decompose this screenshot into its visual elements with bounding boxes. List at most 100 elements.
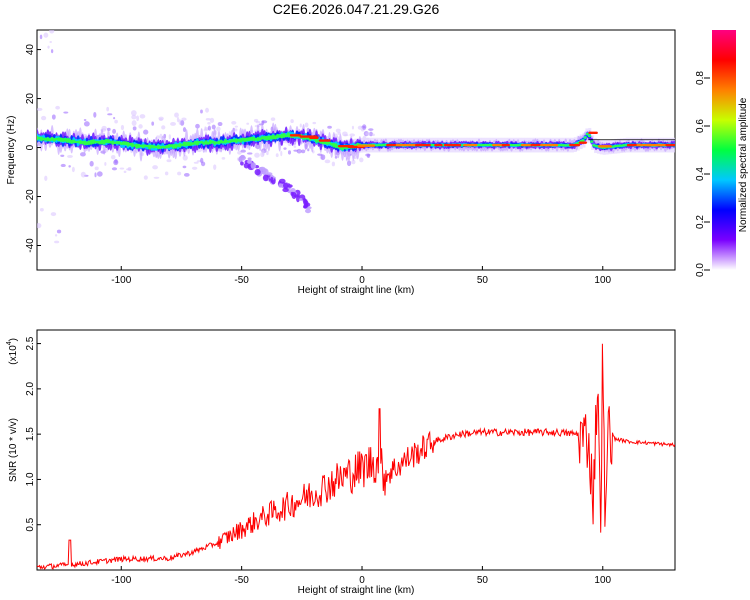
spectrogram-branch	[247, 159, 252, 164]
spectrogram-speck	[106, 106, 110, 112]
colorbar-tick-label: 0.8	[695, 71, 706, 85]
spectrogram-speck	[246, 122, 250, 125]
spectrogram-ridge	[282, 132, 286, 138]
spectrogram-speck	[89, 160, 94, 167]
y-tick-label: 2.0	[25, 381, 36, 395]
x-tick-label: -50	[234, 575, 249, 586]
spectrogram-speck	[110, 154, 116, 160]
snr-y-label: SNR (10 * v/v)	[8, 418, 19, 482]
y-tick-label: 0	[25, 144, 36, 150]
colorbar-tick-label: 0.6	[695, 119, 706, 133]
spectrogram-speck	[180, 120, 185, 126]
spectrogram-speck	[337, 132, 342, 135]
x-tick-label: 0	[359, 275, 365, 286]
y-tick-label: 20	[25, 93, 36, 105]
spectrogram-image	[37, 30, 675, 244]
spectrogram-x-label: Height of straight line (km)	[298, 285, 415, 296]
spectrogram-speck	[200, 157, 204, 164]
spectrogram-speck	[232, 127, 236, 133]
spectrogram-speck	[176, 117, 180, 123]
snr-y-ticks: 0.5 1.0 1.5 2.0 2.5	[25, 336, 41, 532]
spectrogram-speck	[300, 149, 306, 154]
spectrogram-ridge	[208, 139, 212, 145]
spectrogram-speck	[182, 155, 188, 161]
spectrogram-speck	[68, 165, 71, 168]
spectrogram-speck	[153, 176, 160, 179]
spectrogram-ridge	[252, 136, 256, 142]
x-tick-label: -100	[111, 275, 131, 286]
spectrogram-speck	[71, 166, 75, 173]
spectrogram-speck	[312, 121, 317, 125]
spectrogram-speck	[181, 117, 187, 121]
spectrogram-speck	[177, 171, 182, 176]
spectrogram-speck	[49, 40, 53, 44]
spectrogram-speck	[152, 165, 158, 170]
spectrogram-speck	[183, 172, 190, 177]
spectrogram-speck	[41, 115, 47, 121]
colorbar-gradient	[712, 30, 736, 270]
spectrogram-speck	[357, 125, 363, 130]
spectrogram-peak	[530, 143, 541, 147]
colorbar-tick-label: 0.2	[695, 215, 706, 229]
spectrogram-peak	[588, 131, 598, 135]
spectrogram-speck	[283, 147, 287, 150]
spectrogram-speck	[207, 125, 212, 131]
spectrogram-branch	[290, 191, 294, 196]
spectrogram-speck	[320, 154, 326, 161]
colorbar-tick-label: 0.0	[695, 263, 706, 277]
spectrogram-branch	[250, 162, 257, 169]
spectrogram-speck	[343, 134, 349, 137]
spectrogram-speck	[205, 117, 211, 121]
spectrogram-speck	[260, 151, 265, 158]
spectrogram-speck	[63, 111, 69, 114]
snr-multiplier-exp: 4	[6, 341, 13, 345]
spectrogram-speck	[107, 113, 113, 116]
x-tick-label: 100	[594, 275, 611, 286]
spectrogram-speck	[213, 164, 217, 170]
spectrogram-speck	[327, 125, 332, 129]
svg-text:(x104): (x104)	[6, 338, 19, 365]
spectrogram-ridge	[587, 135, 592, 138]
spectrogram-speck	[254, 152, 260, 158]
spectrogram-speck	[261, 120, 265, 125]
spectrogram-speck	[93, 111, 97, 118]
spectrogram-speck	[60, 154, 65, 157]
spectrogram-speck	[111, 167, 118, 171]
spectrogram-speck	[119, 167, 125, 170]
spectrogram-ridge	[325, 141, 329, 145]
spectrogram-branch	[270, 176, 274, 183]
spectrogram-speck	[317, 153, 323, 156]
spectrogram-speck	[290, 119, 294, 124]
spectrogram-speck	[174, 112, 179, 118]
spectrogram-speck	[113, 117, 116, 120]
spectrogram-branch	[258, 167, 264, 171]
spectrogram-speck	[104, 162, 107, 166]
spectrogram-speck	[130, 110, 137, 116]
spectrogram-speck	[365, 153, 371, 157]
spectrogram-speck	[293, 149, 299, 152]
spectrogram-speck	[114, 119, 118, 124]
spectrogram-speck	[50, 212, 57, 217]
spectrogram-speck	[112, 128, 116, 134]
spectrogram-branch	[299, 197, 303, 201]
spectrogram-speck	[371, 133, 375, 137]
y-tick-label: 0.5	[25, 517, 36, 531]
spectrogram-speck	[56, 229, 62, 234]
x-tick-label: 0	[359, 575, 365, 586]
spectrogram-branch	[282, 187, 289, 193]
spectrogram-branch	[304, 200, 309, 207]
spectrogram-peak	[665, 143, 675, 147]
snr-panel: -100 -50 0 50 100 0.5 1.0 1.5 2.0 2.5 Height of …	[6, 329, 676, 596]
spectrogram-speck	[101, 125, 107, 131]
figure-title: C2E6.2026.047.21.29.G26	[273, 1, 440, 17]
spectrogram-speck	[143, 129, 149, 135]
spectrogram-speck	[296, 148, 302, 154]
spectrogram-branch	[239, 155, 246, 161]
spectrogram-speck	[37, 107, 43, 111]
spectrogram-speck	[334, 155, 338, 159]
spectrogram-speck	[49, 30, 55, 34]
snr-x-label: Height of straight line (km)	[298, 585, 415, 596]
spectrogram-speck	[253, 118, 259, 123]
spectrogram-y-label: Frequency (Hz)	[6, 116, 17, 185]
